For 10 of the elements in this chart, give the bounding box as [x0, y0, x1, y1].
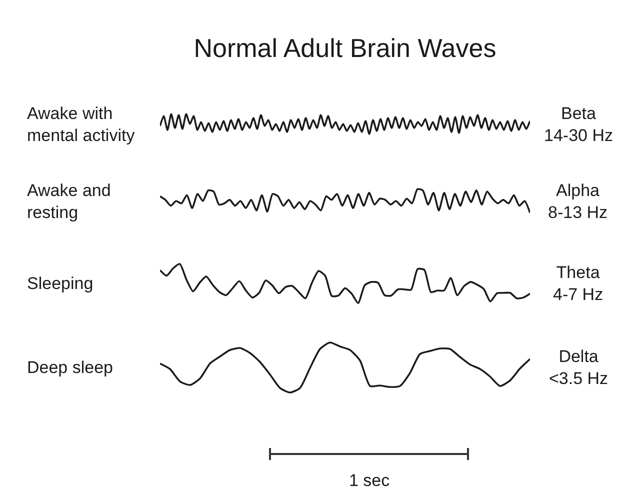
text: Alpha 8-13 Hz — [548, 181, 608, 222]
chart-title: Normal Adult Brain Waves — [194, 33, 496, 64]
text: Awake with mental activity — [27, 104, 136, 146]
text: 1 sec — [349, 471, 390, 490]
text: Sleeping — [27, 274, 94, 293]
text: Theta 4-7 Hz — [553, 263, 604, 304]
text: Awake and resting — [27, 181, 111, 222]
text: Delta <3.5 Hz — [549, 347, 608, 388]
text: Deep sleep — [27, 358, 114, 377]
text: Beta 14-30 Hz — [544, 104, 613, 146]
